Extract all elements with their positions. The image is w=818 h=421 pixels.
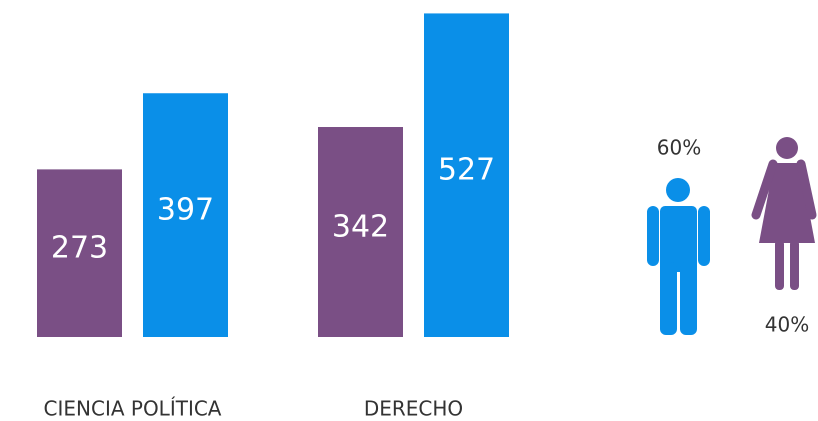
category-label: DERECHO — [364, 397, 463, 421]
head — [666, 178, 690, 202]
bar — [424, 13, 509, 338]
bar — [143, 93, 228, 337]
leg — [660, 262, 677, 335]
arm — [796, 159, 817, 220]
category-label: CIENCIA POLÍTICA — [44, 397, 222, 421]
leg — [680, 262, 697, 335]
leg — [790, 240, 799, 290]
leg — [775, 240, 784, 290]
bar — [37, 169, 122, 337]
percent-label: 60% — [657, 136, 701, 160]
percent-label: 40% — [765, 313, 809, 337]
torso — [660, 206, 697, 272]
bar-value-label: 342 — [332, 210, 389, 245]
bar-value-label: 397 — [157, 193, 214, 228]
bar-value-label: 273 — [51, 231, 108, 266]
man-icon — [647, 178, 710, 335]
arm — [751, 159, 778, 220]
bar-value-label: 527 — [438, 153, 495, 188]
bar — [318, 127, 403, 338]
woman-icon — [751, 137, 817, 290]
arm — [698, 206, 710, 266]
head — [776, 137, 798, 159]
arm — [647, 206, 659, 266]
